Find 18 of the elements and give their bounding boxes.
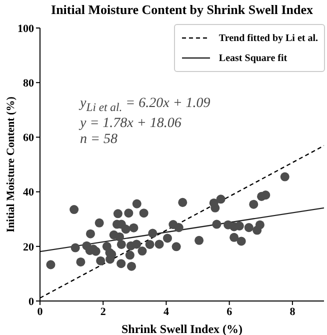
y-axis-title: Initial Moisture Content (%) xyxy=(4,96,17,232)
y-tick-label: 100 xyxy=(18,22,34,35)
annotation: y = 1.78x + 18.06 xyxy=(80,116,182,132)
x-tick-label: 0 xyxy=(37,306,44,318)
chart-title: Initial Moisture Content by Shrink Swell Index xyxy=(50,2,314,18)
y-tick-label: 40 xyxy=(23,186,34,199)
legend-label: Trend fitted by Li et al. xyxy=(218,32,318,44)
x-tick-label: 2 xyxy=(100,306,106,318)
y-tick-label: 80 xyxy=(23,78,34,90)
x-tick-label: 4 xyxy=(163,306,170,318)
y-tick-label: 20 xyxy=(23,241,34,254)
y-tick-label: 60 xyxy=(23,132,34,144)
annotation: n = 58 xyxy=(80,132,118,148)
x-tick-label: 8 xyxy=(290,306,296,318)
legend-label: Least Square fit xyxy=(218,52,288,64)
y-tick-label: 0 xyxy=(28,296,34,308)
annotation: y$_{Li et al.}$ = 6.20x + 1.09 xyxy=(80,96,210,116)
x-tick-label: 6 xyxy=(226,306,233,318)
